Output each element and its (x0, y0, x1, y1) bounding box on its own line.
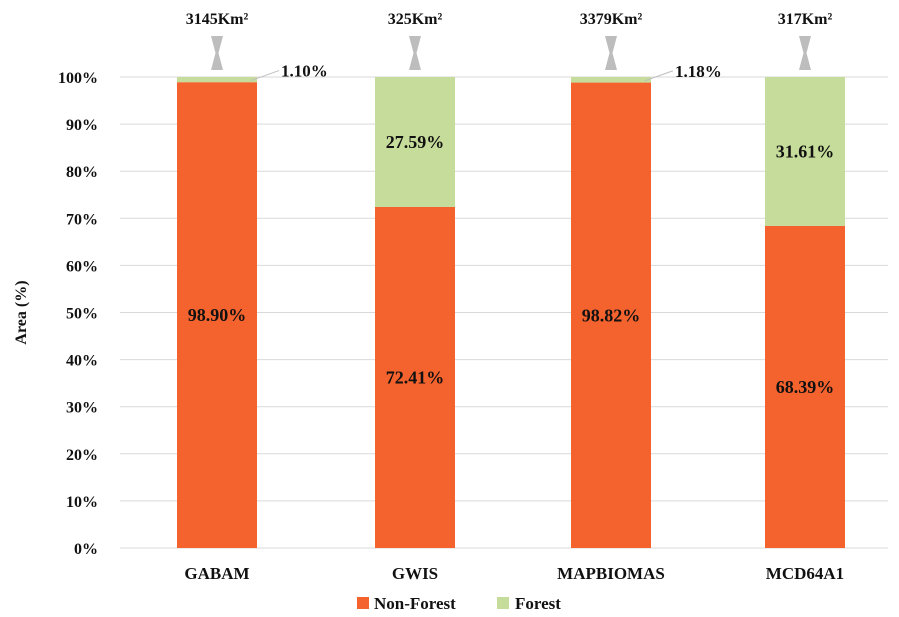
data-label-forest: 27.59% (386, 132, 445, 152)
y-tick-label: 10% (66, 494, 98, 511)
y-tick-label: 20% (66, 447, 98, 464)
legend-label: Non-Forest (374, 594, 456, 613)
legend-swatch (357, 597, 369, 609)
y-tick-label: 80% (66, 164, 98, 181)
bar-nonforest (571, 82, 651, 548)
total-area-label: 325Km² (388, 11, 443, 28)
bar-forest (375, 77, 455, 207)
total-marker-icon (211, 36, 223, 70)
total-area-label: 3379Km² (580, 11, 643, 28)
y-axis-label: Area (%) (13, 280, 30, 344)
data-label-forest: 31.61% (776, 141, 835, 161)
callout-leader (644, 70, 674, 82)
y-tick-label: 100% (58, 70, 98, 87)
legend-label: Forest (515, 594, 561, 613)
total-marker-icon (409, 36, 421, 70)
y-tick-label: 70% (66, 211, 98, 228)
data-label-nonforest: 98.82% (582, 305, 641, 325)
data-label-forest: 1.10% (281, 62, 328, 81)
callout-leader (250, 70, 280, 82)
legend-swatch (497, 597, 509, 609)
y-tick-label: 0% (74, 541, 98, 558)
y-tick-label: 30% (66, 400, 98, 417)
total-labels: 3145Km² 325Km² 3379Km² 317Km² (186, 11, 833, 70)
y-tick-label: 50% (66, 306, 98, 323)
y-axis-ticks: 0% 10% 20% 30% 40% 50% 60% 70% 80% 90% 100% (58, 70, 98, 558)
x-tick-label: GWIS (392, 564, 438, 583)
total-marker-icon (605, 36, 617, 70)
total-area-label: 3145Km² (186, 11, 249, 28)
bar-forest (177, 77, 257, 83)
data-label-nonforest: 68.39% (776, 377, 835, 397)
data-label-nonforest: 72.41% (386, 367, 445, 387)
x-tick-label: GABAM (184, 564, 249, 583)
y-tick-label: 60% (66, 258, 98, 275)
data-label-forest: 1.18% (675, 62, 722, 81)
total-area-label: 317Km² (778, 11, 833, 28)
y-tick-label: 40% (66, 353, 98, 370)
x-tick-label: MAPBIOMAS (557, 564, 665, 583)
bar-nonforest (765, 225, 845, 548)
data-label-nonforest: 98.90% (188, 305, 247, 325)
bar-forest (571, 77, 651, 83)
x-axis-labels: GABAM GWIS MAPBIOMAS MCD64A1 (184, 564, 844, 583)
bar-nonforest (375, 206, 455, 548)
legend: Non-Forest Forest (357, 594, 561, 613)
total-marker-icon (799, 36, 811, 70)
bar-forest (765, 77, 845, 226)
bar-nonforest (177, 82, 257, 548)
x-tick-label: MCD64A1 (766, 564, 844, 583)
bars: 98.90% 1.10% 72.41% 27.59% 98.82% 1.18% 68.39%… (177, 62, 845, 548)
y-tick-label: 90% (66, 117, 98, 134)
